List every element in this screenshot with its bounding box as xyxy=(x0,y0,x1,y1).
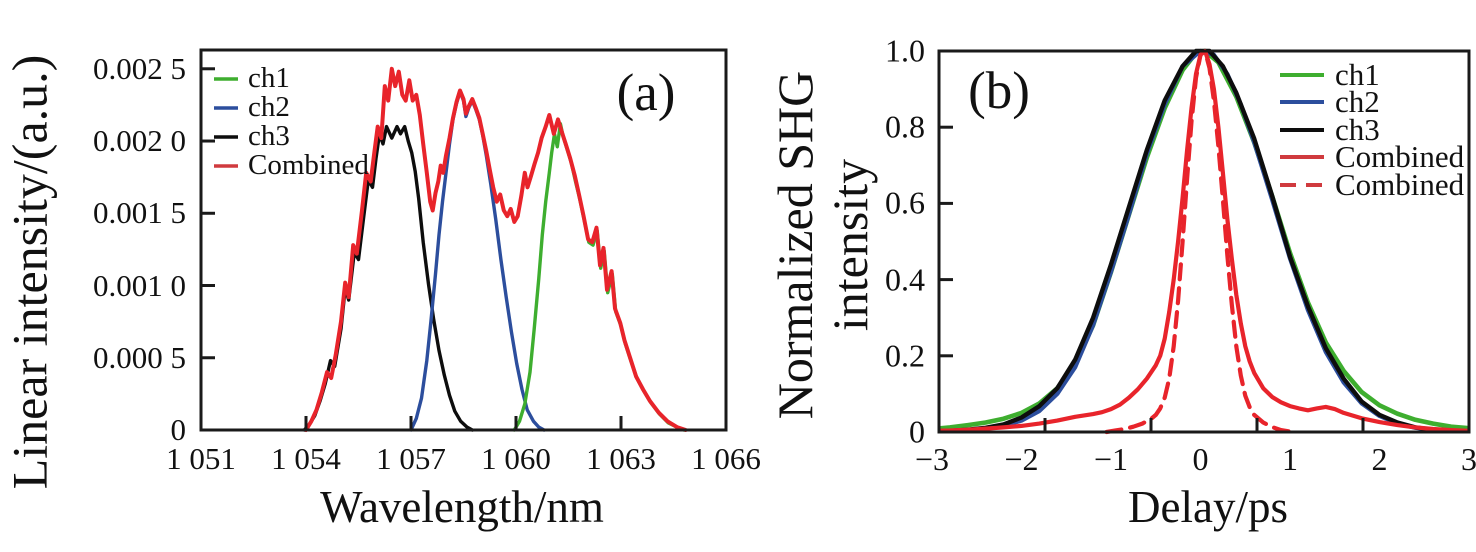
legend-label: ch2 xyxy=(1335,84,1380,120)
panel-b-frame xyxy=(937,49,1471,434)
panel-b-y-axis-label: Normalized SHG intensity xyxy=(767,70,878,420)
x-tick-label: 0 xyxy=(1192,441,1209,477)
legend-row: ch2 xyxy=(213,91,369,123)
panel-a-plot-area xyxy=(199,48,728,432)
legend-row: Combined xyxy=(213,149,369,181)
legend-row: Combined xyxy=(1279,139,1464,174)
panel-a-x-axis-label: Wavelength/nm xyxy=(320,482,604,532)
panel-a-y-axis-label: Linear intensity/(a.u.) xyxy=(1,54,58,490)
legend-label: Combined xyxy=(1335,166,1465,202)
legend-swatch-ch1 xyxy=(214,76,238,81)
x-tick-label: 1 xyxy=(1282,441,1298,477)
x-tick-label: −1 xyxy=(1093,441,1129,477)
panel-b-x-tick-labels: −3 −2 −1 0 1 2 3 xyxy=(0,441,1476,481)
panel-a-series-group xyxy=(302,66,688,432)
y-tick-label: 1.0 xyxy=(885,32,925,69)
panel-a-frame xyxy=(199,48,728,432)
panel-a-x-tick-labels: 1 051 1 054 1 057 1 060 1 063 1 066 xyxy=(0,441,1476,481)
x-tick-label: 2 xyxy=(1371,441,1388,477)
x-tick-label: 3 xyxy=(1461,441,1476,477)
x-tick-label: 1 054 xyxy=(271,441,341,476)
legend-row: ch3 xyxy=(213,120,369,152)
legend-row: ch1 xyxy=(213,62,369,94)
panel-b-series-group xyxy=(939,48,1469,435)
legend-label: ch3 xyxy=(1335,111,1380,147)
legend-swatch-Combined xyxy=(1280,155,1324,160)
legend-label: ch2 xyxy=(248,91,290,123)
y-tick-label: 0.001 5 xyxy=(93,195,186,231)
series-Combined-line xyxy=(304,66,688,432)
y-tick-label: 0 xyxy=(909,413,925,450)
legend-row: ch1 xyxy=(1279,57,1464,92)
y-tick-label: 0.8 xyxy=(885,108,925,145)
y-tick-label: 0.002 5 xyxy=(93,50,186,86)
y-tick-label: 0.001 0 xyxy=(93,267,186,303)
legend-swatch-ch2 xyxy=(214,105,238,110)
y-tick-label: 0.2 xyxy=(885,337,925,374)
y-tick-label: 0.6 xyxy=(885,184,925,221)
series-Combined-dashed-line xyxy=(1104,48,1293,435)
legend-row: ch3 xyxy=(1279,112,1464,147)
x-tick-label: 1 063 xyxy=(586,441,656,476)
legend-swatch-ch1 xyxy=(1280,72,1324,77)
x-tick-label: 1 057 xyxy=(376,441,446,476)
panel-b-legend: ch1 ch2 ch3 Combined Combined xyxy=(1279,57,1464,202)
panel-b-y-axis-label-line1: Normalized SHG xyxy=(767,70,823,420)
legend-swatch-ch2 xyxy=(1280,100,1324,105)
legend-row: Combined xyxy=(1279,167,1464,202)
y-tick-label: 0.002 0 xyxy=(93,123,186,158)
x-tick-label: 1 066 xyxy=(691,441,761,476)
y-tick-label: 0.4 xyxy=(885,261,925,298)
panel-b-y-axis-label-line2: intensity xyxy=(822,158,878,332)
legend-row: ch2 xyxy=(1279,84,1464,119)
legend-swatch-ch3 xyxy=(214,134,238,139)
x-tick-label: −2 xyxy=(1004,441,1039,477)
x-tick-label: 1 060 xyxy=(481,441,551,476)
panel-b-plot-area xyxy=(937,48,1471,435)
x-tick-label: 1 051 xyxy=(166,441,236,476)
legend-label: Combined xyxy=(248,149,369,181)
legend-swatch-Combined-dashed xyxy=(1280,182,1324,187)
x-tick-label: −3 xyxy=(914,441,950,477)
legend-label: Combined xyxy=(1335,139,1465,175)
legend-swatch-ch3 xyxy=(1280,127,1324,132)
y-tick-label: 0 xyxy=(170,412,187,447)
legend-swatch-Combined xyxy=(214,163,238,168)
panel-a-legend: ch1 ch2 ch3 Combined xyxy=(213,62,369,181)
panel-b-x-axis-label: Delay/ps xyxy=(1128,482,1288,532)
series-ch2-line xyxy=(409,90,546,432)
series-ch1-line xyxy=(512,121,686,432)
legend-label: ch1 xyxy=(1335,56,1380,92)
panel-a-label: (a) xyxy=(616,64,676,122)
y-tick-label: 0.000 5 xyxy=(93,339,186,375)
legend-label: ch1 xyxy=(248,62,290,94)
panel-b-label: (b) xyxy=(968,62,1030,120)
legend-label: ch3 xyxy=(248,120,290,152)
